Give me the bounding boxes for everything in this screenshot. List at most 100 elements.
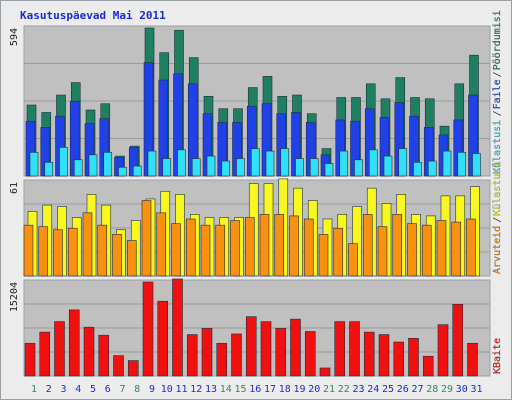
- middle-bar-arvuteid-day-2: [38, 226, 49, 277]
- top-bar-k-lastusi-day-30: [457, 152, 467, 177]
- bottom-bar-kbaite-day-2: [39, 331, 51, 377]
- bottom-legend-0: KBaite: [492, 338, 503, 374]
- middle-bar-arvuteid-day-15: [230, 220, 240, 277]
- bottom-bar-kbaite-day-15: [231, 333, 242, 377]
- middle-bar-arvuteid-day-10: [156, 212, 167, 277]
- x-tick-label-2: 2: [46, 384, 52, 395]
- bottom-bar-kbaite-day-4: [68, 309, 80, 377]
- middle-bar-arvuteid-day-24: [362, 214, 373, 277]
- x-tick-label-10: 10: [161, 384, 173, 395]
- middle-bar-arvuteid-day-31: [466, 218, 476, 277]
- x-tick-label-14: 14: [220, 384, 232, 395]
- middle-bar-arvuteid-day-8: [126, 240, 137, 277]
- middle-bar-arvuteid-day-4: [67, 227, 78, 277]
- top-bar-k-lastusi-day-23: [354, 159, 363, 177]
- x-tick-label-15: 15: [234, 384, 246, 395]
- bottom-bar-kbaite-day-30: [452, 303, 464, 377]
- middle-legend-1: Külastusi: [492, 162, 503, 216]
- x-tick-label-30: 30: [456, 384, 468, 395]
- top-bar-k-lastusi-day-14: [221, 160, 231, 177]
- bottom-bar-kbaite-day-6: [98, 334, 110, 377]
- middle-bar-arvuteid-day-27: [407, 223, 417, 277]
- middle-bar-arvuteid-day-20: [303, 218, 314, 277]
- x-tick-label-24: 24: [367, 384, 379, 395]
- bottom-bar-kbaite-day-31: [467, 342, 478, 377]
- x-tick-label-29: 29: [441, 384, 453, 395]
- middle-ymax-label: 61: [9, 182, 20, 194]
- x-tick-label-28: 28: [426, 384, 438, 395]
- bottom-bar-kbaite-day-17: [260, 321, 272, 377]
- top-bar-k-lastusi-day-2: [44, 161, 54, 177]
- x-tick-label-22: 22: [338, 384, 350, 395]
- top-legend-sep: /: [492, 71, 503, 77]
- middle-bar-arvuteid-day-16: [244, 217, 255, 277]
- x-tick-label-5: 5: [90, 384, 96, 395]
- x-tick-label-11: 11: [175, 384, 187, 395]
- top-bar-k-lastusi-day-26: [398, 148, 408, 177]
- top-bar-k-lastusi-day-17: [265, 150, 275, 177]
- x-tick-label-12: 12: [190, 384, 202, 395]
- bottom-bar-kbaite-day-23: [349, 321, 360, 377]
- middle-bar-arvuteid-day-1: [23, 224, 34, 277]
- bottom-bar-kbaite-day-25: [378, 334, 390, 377]
- middle-bar-arvuteid-day-22: [333, 227, 344, 277]
- bottom-bar-kbaite-day-18: [275, 328, 287, 377]
- top-bar-k-lastusi-day-7: [118, 166, 127, 177]
- top-legend-1: Faile: [492, 79, 503, 109]
- bottom-bar-kbaite-day-8: [127, 360, 139, 377]
- top-bar-k-lastusi-day-6: [103, 152, 113, 177]
- x-tick-label-3: 3: [60, 384, 66, 395]
- bottom-bar-kbaite-day-29: [437, 324, 449, 377]
- top-bar-k-lastusi-day-1: [29, 152, 39, 177]
- middle-bar-arvuteid-day-12: [185, 218, 196, 277]
- top-bar-k-lastusi-day-25: [383, 155, 393, 177]
- middle-bar-arvuteid-day-18: [274, 214, 285, 277]
- top-bar-k-lastusi-day-21: [324, 163, 334, 177]
- middle-bar-arvuteid-day-11: [171, 223, 181, 277]
- middle-bar-arvuteid-day-13: [200, 224, 211, 277]
- x-tick-label-31: 31: [470, 384, 482, 395]
- x-tick-label-20: 20: [308, 384, 320, 395]
- top-bar-k-lastusi-day-29: [442, 150, 452, 177]
- middle-bar-arvuteid-day-14: [215, 224, 226, 277]
- top-bar-k-lastusi-day-12: [191, 158, 201, 177]
- bottom-bar-kbaite-day-24: [363, 331, 375, 377]
- bottom-bar-kbaite-day-12: [186, 334, 198, 377]
- x-tick-label-26: 26: [397, 384, 409, 395]
- bottom-ymax-label: 15204: [9, 282, 20, 312]
- bottom-bar-kbaite-day-28: [422, 355, 434, 377]
- bottom-bar-kbaite-day-20: [304, 331, 316, 377]
- middle-bar-arvuteid-day-30: [451, 221, 462, 277]
- top-bar-k-lastusi-day-13: [206, 155, 216, 177]
- top-bar-k-lastusi-day-9: [147, 150, 157, 177]
- bottom-bar-kbaite-day-1: [24, 342, 36, 377]
- middle-bar-arvuteid-day-21: [318, 234, 329, 277]
- middle-bar-arvuteid-day-28: [421, 224, 432, 277]
- top-bar-k-lastusi-day-4: [73, 159, 83, 177]
- middle-bar-arvuteid-day-19: [289, 215, 299, 277]
- top-bar-k-lastusi-day-19: [295, 158, 304, 177]
- top-bar-k-lastusi-day-31: [472, 153, 481, 177]
- bottom-bar-kbaite-day-11: [172, 278, 183, 377]
- top-bar-k-lastusi-day-27: [413, 161, 422, 177]
- top-bar-k-lastusi-day-8: [132, 165, 142, 177]
- middle-bar-arvuteid-day-5: [82, 212, 93, 277]
- x-tick-label-17: 17: [264, 384, 276, 395]
- top-bar-k-lastusi-day-11: [177, 149, 186, 177]
- top-bar-k-lastusi-day-28: [427, 160, 437, 177]
- x-tick-label-16: 16: [249, 384, 261, 395]
- top-legend-2: Pöördumisi: [492, 10, 503, 70]
- middle-bar-arvuteid-day-25: [377, 226, 388, 277]
- x-tick-label-8: 8: [134, 384, 140, 395]
- bottom-bar-kbaite-day-26: [393, 341, 405, 377]
- middle-bar-arvuteid-day-26: [392, 214, 403, 277]
- bottom-bar-kbaite-day-27: [408, 337, 419, 377]
- bottom-bar-kbaite-day-21: [319, 367, 331, 377]
- middle-bar-arvuteid-day-23: [348, 243, 358, 277]
- bottom-bar-kbaite-day-9: [142, 281, 154, 377]
- bottom-bar-kbaite-day-10: [157, 300, 169, 377]
- top-bar-k-lastusi-day-18: [280, 148, 290, 177]
- middle-bar-arvuteid-day-29: [436, 220, 447, 277]
- bottom-bar-kbaite-day-22: [334, 321, 346, 377]
